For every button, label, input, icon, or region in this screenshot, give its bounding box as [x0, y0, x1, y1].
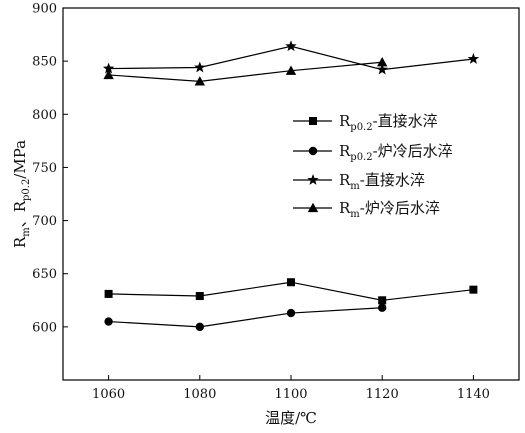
y-tick-label: 850: [32, 55, 57, 70]
data-point-square: [287, 278, 295, 287]
legend-label-sub: p0.2: [350, 152, 372, 163]
data-point-square: [378, 296, 387, 305]
series-4: [103, 57, 388, 86]
legend-label: Rp0.2-炉冷后水淬: [339, 142, 453, 163]
x-tick-label: 1080: [183, 387, 216, 402]
data-point-square: [195, 292, 204, 301]
y-axis-title-base-1: R: [11, 236, 29, 248]
data-point-circle: [286, 308, 296, 318]
data-point-triangle: [194, 76, 205, 86]
legend-label: Rp0.2-直接水淬: [339, 112, 438, 133]
legend-label-base: R: [339, 112, 351, 130]
series-1: [104, 278, 478, 305]
legend-marker-circle: [308, 146, 318, 156]
data-point-star: [467, 53, 480, 64]
legend-label-rest: -炉冷后水淬: [373, 142, 453, 160]
x-tick-label: 1140: [457, 387, 490, 402]
legend-label-rest: -炉冷后水淬: [360, 199, 440, 217]
legend-marker-square: [309, 117, 317, 125]
plot-area-frame: [62, 7, 520, 381]
x-tick-label: 1060: [92, 387, 125, 402]
data-point-circle: [195, 322, 204, 332]
data-point-triangle: [285, 65, 297, 75]
series-line: [108, 61, 383, 82]
data-point-triangle: [377, 57, 388, 67]
data-point-star: [194, 61, 206, 73]
axis-ticks: 1060 1080 1100 1120 1140 600 650 700 750 800 850 90…: [32, 2, 490, 403]
y-tick-label: 600: [32, 320, 57, 335]
y-axis-title: Rm、Rp0.2/MPa: [11, 140, 32, 248]
y-axis-title-base-2: R: [11, 200, 29, 212]
x-tick-label: 1120: [366, 387, 399, 402]
legend-label: Rm-炉冷后水淬: [339, 199, 440, 220]
legend-item: Rm-直接水淬: [293, 171, 425, 192]
legend-label: Rm-直接水淬: [339, 171, 425, 192]
series-line: [108, 307, 383, 328]
y-tick-label: 700: [32, 214, 57, 229]
legend-label-base: R: [339, 142, 351, 160]
legend-marker-star: [307, 174, 319, 185]
legend-item: Rp0.2-直接水淬: [293, 112, 438, 133]
y-tick-label: 650: [32, 267, 57, 282]
data-point-circle: [378, 303, 387, 312]
y-tick-label: 900: [32, 2, 57, 17]
legend-label-rest: -直接水淬: [360, 171, 425, 189]
x-axis-title: 温度/℃: [265, 409, 317, 427]
y-axis-title-sub-2: p0.2: [21, 179, 32, 201]
series-3: [102, 40, 480, 75]
legend-label-sub: m: [350, 181, 360, 192]
data-point-star: [376, 63, 388, 75]
legend-label-sub: m: [350, 209, 360, 220]
y-tick-label: 800: [32, 108, 57, 123]
legend-marker-triangle: [307, 202, 319, 213]
y-axis-title-sub-1: m: [21, 227, 32, 237]
legend-label-rest: -直接水淬: [373, 112, 438, 130]
y-axis-title-unit: /MPa: [11, 140, 29, 179]
legend-label-base: R: [339, 199, 351, 217]
data-point-star: [285, 40, 297, 52]
x-tick-label: 1100: [274, 387, 307, 402]
data-point-star: [102, 62, 115, 74]
series-layer: [102, 40, 480, 332]
legend-item: Rm-炉冷后水淬: [293, 199, 440, 220]
data-point-square: [469, 285, 478, 294]
legend-label-sub: p0.2: [350, 122, 372, 133]
series-2: [104, 303, 387, 332]
data-point-triangle: [103, 69, 114, 80]
y-axis-title-sep: 、: [11, 212, 29, 227]
data-point-circle: [104, 317, 113, 326]
legend-label-base: R: [339, 171, 351, 189]
legend-item: Rp0.2-炉冷后水淬: [293, 142, 453, 163]
y-tick-label: 750: [32, 161, 57, 176]
data-point-square: [104, 289, 113, 298]
